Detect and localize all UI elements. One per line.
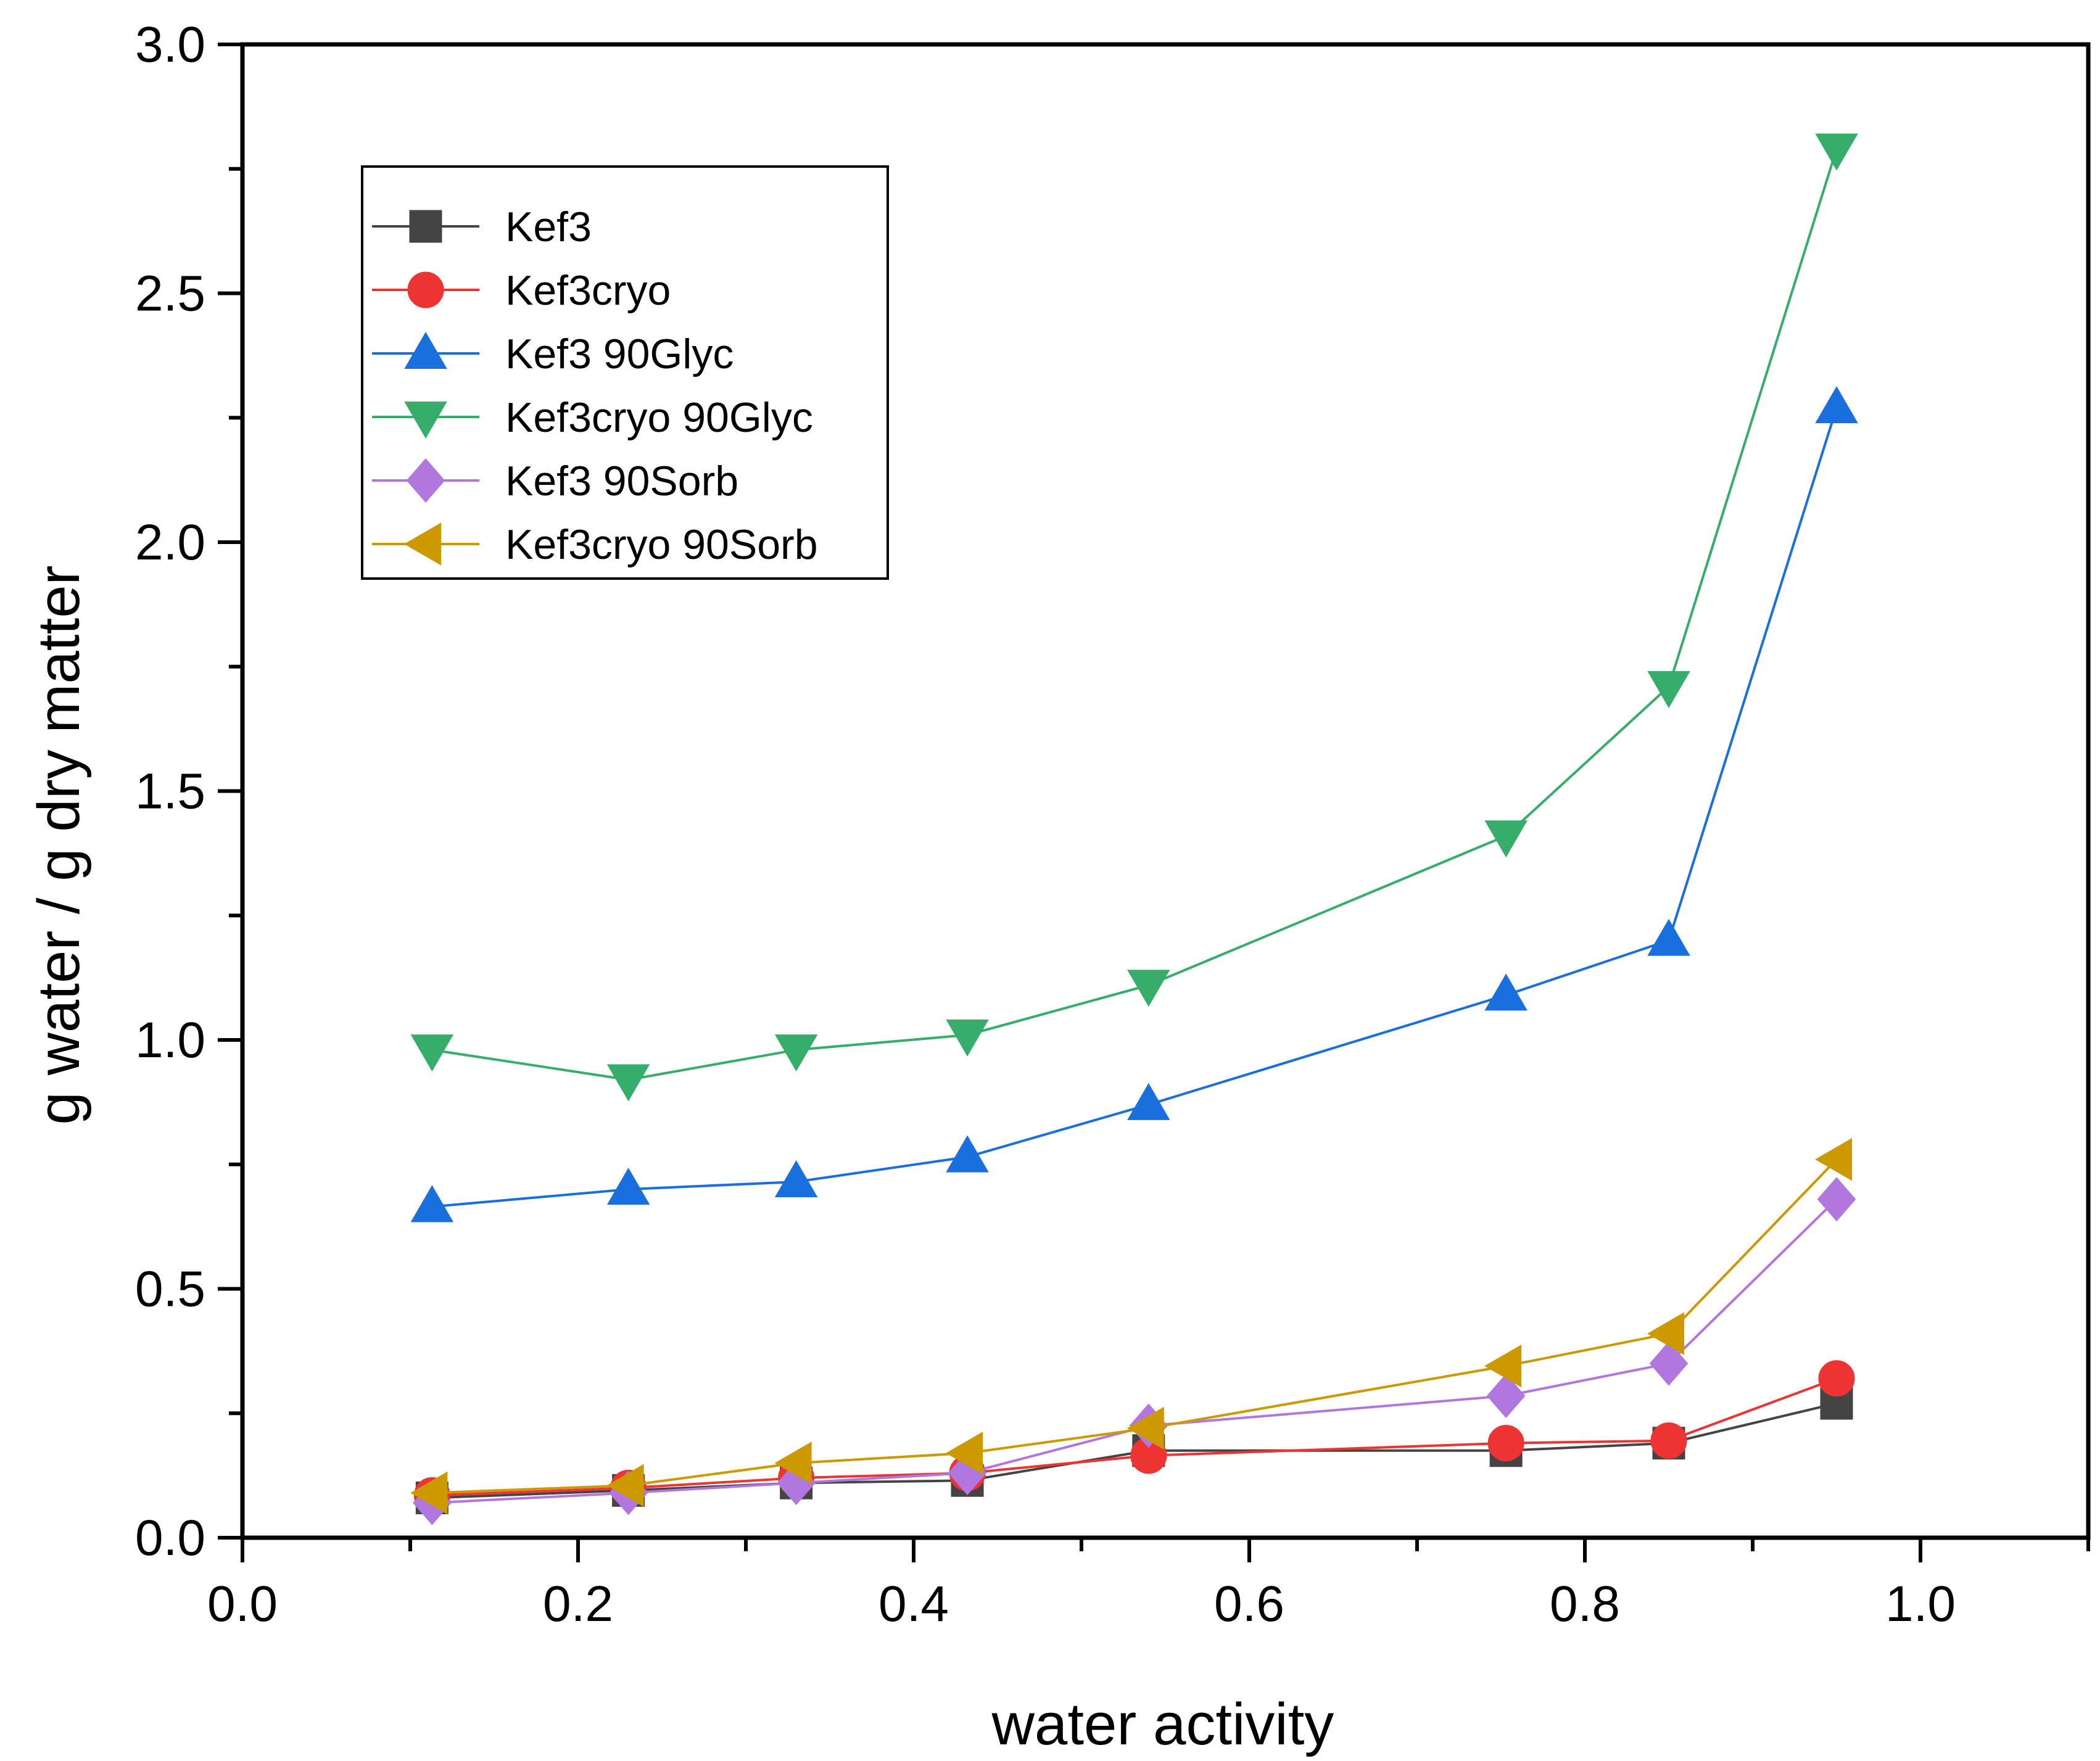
series-layer <box>410 133 1858 1525</box>
legend-item: Kef3cryo 90Glyc <box>372 394 813 441</box>
data-point <box>946 1432 983 1475</box>
legend-label: Kef3cryo <box>505 267 671 314</box>
legend-box <box>361 165 889 580</box>
data-point <box>1815 386 1858 424</box>
y-tick-label: 3.0 <box>135 17 205 73</box>
series-line <box>432 1402 1837 1499</box>
data-point <box>1486 1373 1526 1419</box>
y-axis-title: g water / g dry matter <box>26 566 92 1125</box>
y-tick-label: 1.5 <box>135 764 205 820</box>
x-tick-label: 0.4 <box>878 1576 949 1632</box>
data-point <box>1815 1137 1852 1181</box>
series-kef3cryo-90sorb <box>410 1137 1852 1515</box>
legend-label: Kef3cryo 90Sorb <box>505 521 818 568</box>
data-point <box>774 1034 818 1072</box>
data-point <box>1484 973 1527 1011</box>
data-point <box>410 1471 448 1515</box>
data-point <box>1817 1177 1856 1222</box>
legend-label: Kef3 90Glyc <box>505 331 734 377</box>
legend-label: Kef3 <box>505 204 592 250</box>
data-point <box>1127 970 1170 1007</box>
series-kef3-90glyc <box>410 386 1858 1223</box>
data-point <box>1647 918 1690 956</box>
data-point <box>1647 671 1690 709</box>
legend-marker <box>409 210 442 243</box>
y-tick-label: 2.5 <box>135 266 205 322</box>
data-point <box>1484 820 1527 858</box>
y-tick-label: 2.0 <box>135 514 205 571</box>
y-tick-label: 0.5 <box>135 1261 205 1318</box>
data-point <box>774 1441 812 1485</box>
x-tick-label: 0.0 <box>207 1576 278 1632</box>
axes: 0.0 0.2 0.4 0.6 0.8 1.0 0.0 0.5 1.0 1.5 2.0 2.5 3.0 <box>135 17 2091 1632</box>
legend-item: Kef3 90Glyc <box>372 331 734 377</box>
legend-label: Kef3 90Sorb <box>505 458 738 505</box>
data-point <box>946 1135 989 1173</box>
data-point <box>946 1019 989 1057</box>
data-point <box>1126 1406 1164 1450</box>
x-tick-label: 0.2 <box>543 1576 613 1632</box>
series-line <box>432 148 1838 1081</box>
x-tick-label: 0.6 <box>1214 1576 1284 1632</box>
data-point <box>1815 133 1858 171</box>
data-point <box>410 1185 454 1223</box>
data-point <box>1647 1312 1684 1355</box>
series-kef3cryo-90glyc <box>410 133 1858 1102</box>
series-line <box>432 1158 1838 1495</box>
data-point <box>1650 1422 1687 1459</box>
data-point <box>1649 1341 1689 1386</box>
x-tick-label: 0.8 <box>1550 1576 1620 1632</box>
data-point <box>774 1160 818 1197</box>
legend-marker <box>404 402 447 439</box>
data-point <box>1127 1083 1170 1120</box>
data-point <box>606 1168 650 1205</box>
y-tick-label: 1.0 <box>135 1012 205 1068</box>
data-point <box>1818 1360 1855 1397</box>
y-tick-label: 0.0 <box>135 1510 205 1566</box>
legend-item: Kef3cryo <box>372 267 671 314</box>
legend-item: Kef3cryo 90Sorb <box>372 521 818 568</box>
series-line <box>432 1198 1838 1504</box>
data-point <box>1487 1425 1524 1462</box>
x-axis-title: water activity <box>991 1691 1334 1757</box>
legend: Kef3 Kef3cryo Kef3 90Glyc Kef3cryo 90Glyc Ke… <box>361 165 889 580</box>
legend-marker <box>406 458 445 503</box>
legend-item: Kef3 <box>372 204 592 250</box>
data-point <box>410 1034 454 1072</box>
legend-marker <box>404 522 441 566</box>
legend-item: Kef3 90Sorb <box>372 458 738 505</box>
legend-label: Kef3cryo 90Glyc <box>505 394 813 441</box>
data-point <box>606 1064 650 1102</box>
data-point <box>606 1464 644 1507</box>
data-point <box>1484 1344 1522 1388</box>
legend-marker <box>407 271 444 308</box>
x-tick-label: 1.0 <box>1885 1576 1956 1632</box>
series-line <box>432 407 1838 1208</box>
legend-marker <box>404 332 447 369</box>
series-line <box>432 1377 1837 1497</box>
